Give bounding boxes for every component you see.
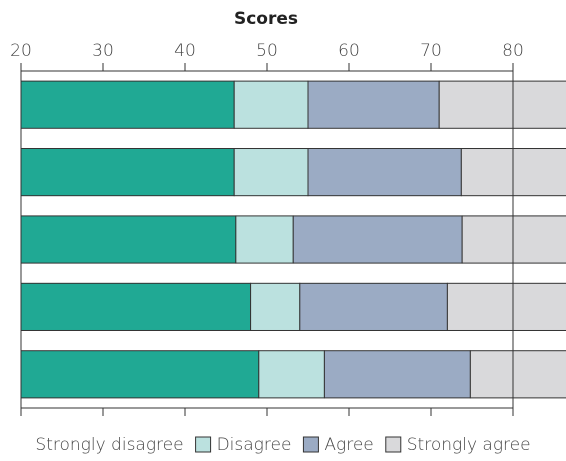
x-tick-label-2: 40: [174, 41, 196, 61]
legend-label-disagree: Disagree: [217, 435, 292, 455]
bar-row2-agree: [307, 148, 462, 197]
bars: [20, 80, 566, 399]
bar-row2-strongly-agree: [460, 148, 566, 197]
bar-row1-strongly-agree: [438, 80, 566, 129]
legend-swatch-agree: [302, 436, 319, 453]
bar-row5-strongly-agree: [469, 350, 566, 399]
x-tick-label-3: 50: [256, 41, 278, 61]
legend-label-agree: Agree: [324, 435, 373, 455]
x-tick-label-0: 20: [10, 41, 32, 61]
bar-row5-strongly-disagree: [20, 350, 260, 399]
bar-row4-agree: [299, 282, 448, 331]
x-axis-ticks: 20 30 40 50 60 70 80: [10, 41, 524, 416]
legend-label-strongly-agree: Strongly agree: [407, 435, 531, 455]
x-tick-label-5: 70: [420, 41, 442, 61]
bar-row3-agree: [292, 215, 463, 264]
bar-row3-disagree: [235, 215, 294, 264]
legend-label-strongly-disagree: Strongly disagree: [35, 435, 183, 455]
bar-row2-disagree: [233, 148, 309, 197]
x-tick-label-1: 30: [92, 41, 114, 61]
bar-row1-disagree: [233, 80, 309, 129]
plot-frame: [20, 70, 514, 409]
bar-row5-disagree: [258, 350, 325, 399]
legend-swatch-strongly-agree: [385, 436, 402, 453]
bar-row3-strongly-disagree: [20, 215, 237, 264]
bar-row4-disagree: [250, 282, 301, 331]
x-tick-label-6: 80: [502, 41, 524, 61]
bar-row2-strongly-disagree: [20, 148, 235, 197]
bar-row1-strongly-disagree: [20, 80, 235, 129]
bar-row5-agree: [323, 350, 471, 399]
legend-swatch-disagree: [195, 436, 212, 453]
legend: Strongly disagree Disagree Agree Strongly a…: [35, 435, 530, 455]
bar-row1-agree: [307, 80, 440, 129]
x-axis-title: Scores: [234, 9, 298, 29]
bar-row3-strongly-agree: [461, 215, 566, 264]
bar-row4-strongly-disagree: [20, 282, 252, 331]
x-tick-label-4: 60: [338, 41, 360, 61]
bar-row4-strongly-agree: [446, 282, 566, 331]
